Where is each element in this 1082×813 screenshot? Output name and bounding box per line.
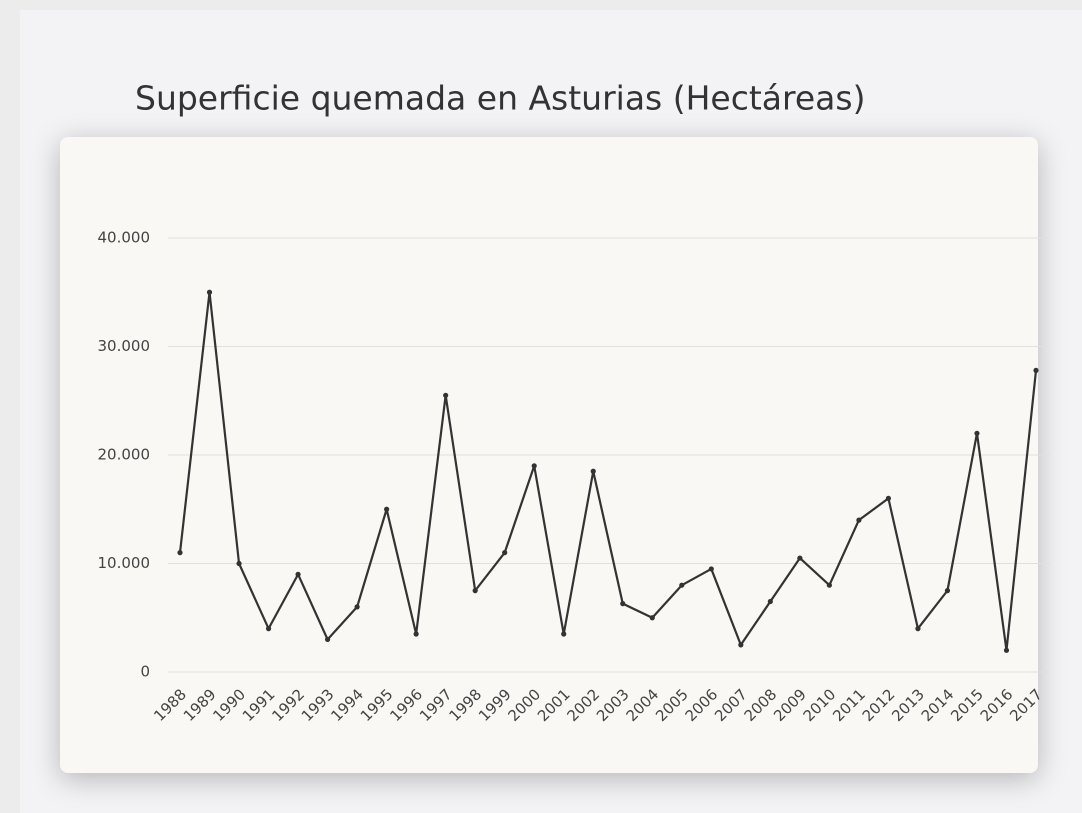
point bbox=[1003, 647, 1010, 653]
point bbox=[944, 588, 951, 594]
point bbox=[915, 626, 921, 632]
x-tick-label: 2004 bbox=[623, 685, 663, 725]
x-tick-label: 1993 bbox=[298, 685, 338, 725]
point bbox=[826, 582, 832, 588]
x-tick-label: 1995 bbox=[357, 685, 397, 725]
point bbox=[413, 631, 419, 637]
point bbox=[649, 615, 655, 621]
x-tick-label: 2013 bbox=[888, 685, 928, 725]
x-tick-label: 2011 bbox=[829, 685, 869, 725]
x-tick-label: 2008 bbox=[741, 685, 781, 725]
x-tick-label: 1994 bbox=[327, 685, 367, 725]
x-tick-label: 1989 bbox=[180, 685, 220, 725]
x-tick-label: 2000 bbox=[504, 685, 544, 725]
x-tick-label: 2010 bbox=[800, 685, 840, 725]
point bbox=[531, 463, 537, 469]
point bbox=[206, 289, 213, 295]
point bbox=[885, 495, 892, 501]
point bbox=[443, 392, 449, 398]
point bbox=[472, 588, 478, 594]
x-tick-label: 2007 bbox=[711, 685, 751, 725]
x-tick-label: 2012 bbox=[859, 685, 899, 725]
x-tick-label: 1996 bbox=[386, 685, 426, 725]
point bbox=[561, 631, 567, 637]
line bbox=[178, 291, 1038, 652]
point bbox=[767, 598, 773, 605]
point bbox=[974, 430, 980, 436]
point bbox=[384, 506, 390, 512]
y-tick-label: 30.000 bbox=[98, 337, 151, 355]
point bbox=[679, 582, 685, 588]
x-tick-label: 2016 bbox=[977, 685, 1017, 725]
point bbox=[856, 517, 862, 523]
x-tick-label: 2009 bbox=[770, 685, 810, 725]
point bbox=[354, 604, 360, 610]
point bbox=[1033, 367, 1039, 373]
point bbox=[590, 468, 596, 474]
x-tick-label: 1991 bbox=[239, 685, 279, 725]
point bbox=[708, 566, 714, 572]
x-tick-label: 2002 bbox=[564, 685, 604, 725]
point bbox=[177, 550, 183, 556]
x-tick-label: 1998 bbox=[445, 685, 485, 725]
point bbox=[295, 571, 301, 577]
x-tick-label: 2015 bbox=[947, 685, 987, 725]
point bbox=[324, 636, 331, 643]
point bbox=[620, 601, 626, 607]
point bbox=[797, 555, 803, 561]
x-tick-label: 1997 bbox=[416, 685, 456, 725]
y-tick-label: 40.000 bbox=[98, 229, 151, 247]
x-tick-label: 2006 bbox=[682, 685, 722, 725]
y-tick-label: 20.000 bbox=[98, 446, 151, 464]
point bbox=[265, 626, 272, 632]
x-tick-label: 2003 bbox=[593, 685, 633, 725]
point bbox=[236, 560, 242, 567]
x-tick-label: 1988 bbox=[150, 685, 190, 725]
chart-title: Superficie quemada en Asturias (Hectárea… bbox=[135, 79, 865, 118]
x-tick-label: 2014 bbox=[918, 685, 958, 725]
x-tick-label: 1992 bbox=[268, 685, 308, 725]
x-tick-label: 2017 bbox=[1006, 685, 1046, 725]
point bbox=[502, 550, 508, 556]
y-tick-label: 10.000 bbox=[98, 554, 151, 572]
y-tick-label: 0 bbox=[140, 663, 150, 681]
x-tick-label: 1999 bbox=[475, 685, 515, 725]
x-tick-label: 2005 bbox=[652, 685, 692, 725]
x-tick-label: 2001 bbox=[534, 685, 574, 725]
x-tick-label: 1990 bbox=[209, 685, 249, 725]
point bbox=[738, 642, 744, 648]
